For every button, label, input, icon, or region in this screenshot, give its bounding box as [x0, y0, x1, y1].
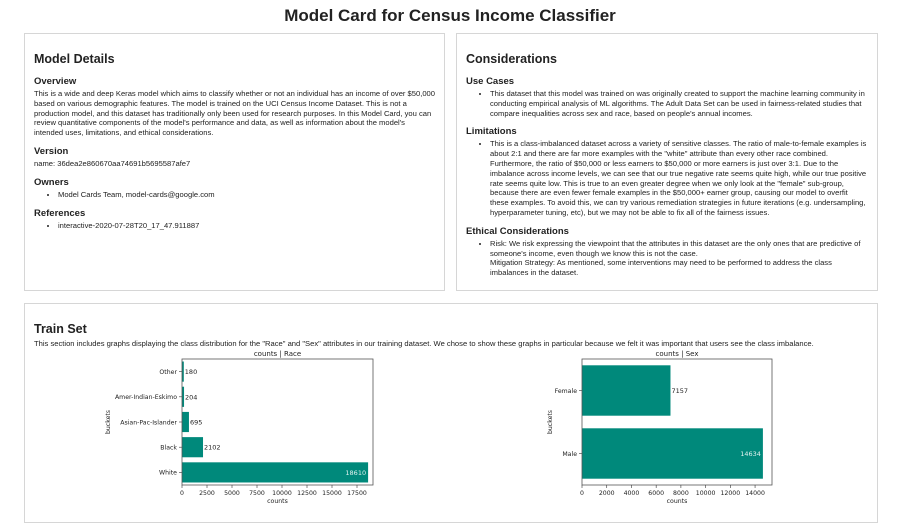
ethical-heading: Ethical Considerations [466, 225, 569, 237]
section-heading: Considerations [466, 52, 557, 66]
overview-heading: Overview [34, 76, 77, 87]
risk-text: Risk: We risk expressing the viewpoint t… [490, 238, 861, 258]
use-case-item: This dataset that this model was trained… [490, 89, 868, 118]
reference-item: interactive-2020-07-28T20_17_47.911887 [58, 221, 435, 231]
version-text: name: 36dea2e860670aa74691b5695587afe7 [34, 158, 191, 168]
mitigation-text: Mitigation Strategy: As mentioned, some … [490, 258, 832, 278]
version-heading: Version [34, 145, 69, 157]
considerations-card: Considerations Use Cases This dataset th… [456, 33, 878, 291]
section-heading: Model Details [34, 52, 115, 66]
owner-item: Model Cards Team, model-cards@google.com [58, 190, 435, 200]
limitations-heading: Limitations [466, 126, 517, 138]
use-cases-heading: Use Cases [466, 76, 515, 87]
train-set-description: This section includes graphs displaying … [34, 339, 814, 348]
references-heading: References [34, 207, 86, 219]
page-title: Model Card for Census Income Classifier [284, 6, 616, 25]
section-heading: Train Set [34, 322, 87, 336]
ethical-item: Risk: We risk expressing the viewpoint t… [490, 239, 868, 278]
owners-heading: Owners [34, 176, 69, 188]
train-set-card: Train Set This section includes graphs d… [24, 303, 878, 523]
overview-text: This is a wide and deep Keras model whic… [34, 89, 436, 138]
model-details-card: Model Details Overview This is a wide an… [24, 33, 445, 291]
limitation-item: This is a class-imbalanced dataset acros… [490, 139, 868, 217]
